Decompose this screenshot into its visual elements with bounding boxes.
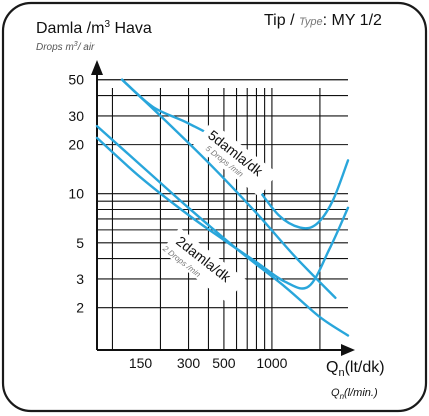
x-tick-label: 300 bbox=[177, 355, 201, 371]
series-line-1 bbox=[120, 78, 337, 299]
y-tick-label: 20 bbox=[68, 137, 84, 153]
axes bbox=[91, 60, 355, 356]
y-tick-label: 3 bbox=[76, 271, 84, 287]
chart-title: Damla /m3 Hava bbox=[36, 19, 152, 37]
curves bbox=[95, 78, 350, 337]
y-tick-label: 10 bbox=[68, 186, 84, 202]
series-line-2 bbox=[120, 78, 350, 230]
grid bbox=[97, 79, 348, 350]
tick-labels: 2 3 5 10 20 30 50 150 300 500 1000 bbox=[68, 72, 287, 371]
annotation-5-bg bbox=[193, 121, 278, 197]
x-tick-label: 150 bbox=[129, 355, 153, 371]
x-tick-label: 500 bbox=[212, 355, 236, 371]
y-axis-arrow bbox=[91, 60, 103, 75]
x-axis-label-alt: Qn(l/min.) bbox=[331, 387, 378, 401]
chart-subtitle: Drops m3/ air bbox=[36, 41, 95, 53]
x-axis-label: Qn(lt/dk) bbox=[326, 359, 385, 379]
x-tick-label: 1000 bbox=[256, 355, 287, 371]
y-tick-label: 5 bbox=[76, 235, 84, 251]
y-tick-label: 2 bbox=[76, 300, 84, 316]
y-tick-label: 50 bbox=[68, 72, 84, 88]
annotation-2-bg bbox=[161, 227, 246, 303]
y-tick-label: 30 bbox=[68, 108, 84, 124]
series-line-4 bbox=[95, 136, 350, 290]
x-axis-arrow bbox=[341, 344, 355, 356]
type-label: Tip / Type: MY 1/2 bbox=[264, 12, 382, 29]
